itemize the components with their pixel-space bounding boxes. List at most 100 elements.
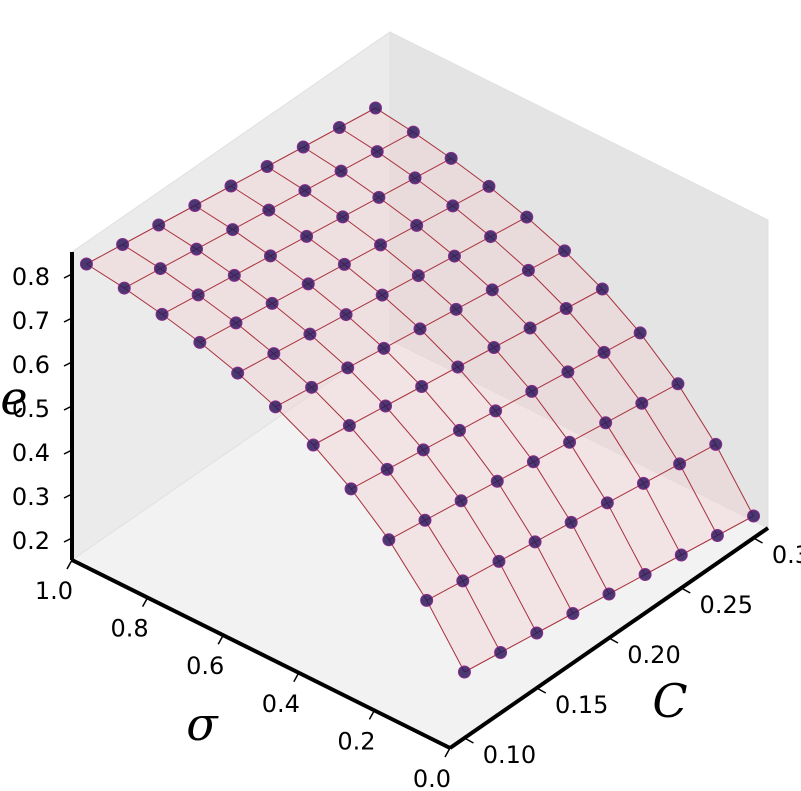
surface-cell bbox=[342, 197, 417, 245]
scatter-point bbox=[447, 249, 461, 263]
scatter-point bbox=[595, 282, 609, 296]
scatter-point bbox=[489, 404, 503, 418]
scatter-point bbox=[530, 626, 544, 640]
scatter-point bbox=[188, 199, 202, 212]
surface-cell bbox=[459, 410, 534, 482]
y-tick bbox=[66, 559, 73, 570]
scatter-point bbox=[369, 101, 383, 115]
surface-cell bbox=[234, 255, 309, 304]
y-tick-label: 0.2 bbox=[337, 727, 375, 755]
surface-cell bbox=[86, 244, 161, 289]
surface-cell bbox=[566, 289, 641, 353]
scatter-point bbox=[193, 335, 207, 349]
scatter-point bbox=[456, 574, 470, 588]
scatter-point bbox=[709, 437, 723, 451]
surface-cell bbox=[423, 430, 498, 501]
scatter-point bbox=[382, 533, 396, 547]
surface-cell bbox=[641, 383, 716, 464]
surface-cell bbox=[382, 275, 457, 329]
z-tick bbox=[63, 537, 73, 543]
surface-cell bbox=[380, 225, 455, 276]
scatter-point bbox=[523, 321, 537, 335]
surface-cell bbox=[122, 225, 197, 269]
x-tick bbox=[680, 587, 691, 594]
surface-cell bbox=[461, 481, 536, 562]
surface-cell bbox=[347, 348, 422, 406]
surface-cell bbox=[306, 216, 381, 265]
z-tick-label: 0.5 bbox=[12, 395, 50, 423]
surface-cell bbox=[267, 147, 342, 191]
scatter-point bbox=[370, 145, 384, 159]
scatter-point bbox=[415, 380, 429, 393]
surface-cell bbox=[344, 244, 419, 296]
scatter-point bbox=[710, 529, 724, 542]
surface-cell bbox=[275, 387, 350, 445]
surface-cell bbox=[124, 268, 199, 315]
surface-cell bbox=[607, 483, 682, 575]
scatter-point bbox=[379, 399, 393, 413]
scatter-point bbox=[528, 535, 542, 549]
scatter-point bbox=[79, 257, 93, 271]
z-tick bbox=[63, 317, 73, 323]
scatter-point bbox=[374, 238, 388, 252]
surface-cell bbox=[378, 177, 453, 226]
surface-cell bbox=[158, 205, 233, 250]
scatter-point bbox=[408, 171, 422, 185]
surface-cell bbox=[604, 332, 678, 404]
scatter-point bbox=[226, 223, 240, 237]
scatter-point bbox=[336, 210, 350, 224]
y-tick-label: 1.0 bbox=[35, 577, 73, 605]
surface-cell bbox=[311, 367, 386, 426]
surface-cell bbox=[492, 270, 567, 328]
scatter-point bbox=[454, 494, 468, 508]
surface-cell bbox=[528, 250, 603, 309]
surface-cell bbox=[231, 166, 305, 211]
x-tick-label: 0.20 bbox=[627, 641, 680, 669]
scatter-point bbox=[484, 230, 498, 244]
scatter-point bbox=[375, 288, 389, 302]
scatter-point bbox=[334, 164, 348, 178]
z-tick bbox=[63, 449, 73, 455]
scatter-point bbox=[485, 283, 499, 297]
y-tick bbox=[141, 597, 149, 607]
scatter-point bbox=[559, 302, 573, 315]
y-tick-label: 0.0 bbox=[413, 765, 451, 791]
scatter-point bbox=[153, 262, 167, 276]
scatter-point bbox=[191, 288, 205, 302]
scatter-point bbox=[444, 151, 458, 165]
surface-cell bbox=[388, 520, 463, 601]
surface-cell bbox=[199, 322, 274, 374]
surface-cell bbox=[495, 391, 570, 462]
y-tick bbox=[368, 710, 376, 720]
y-axis-label: σ bbox=[186, 697, 219, 751]
scatter-point bbox=[449, 302, 463, 316]
scatter-point bbox=[342, 419, 356, 432]
scatter-point bbox=[377, 341, 391, 355]
surface-cell bbox=[456, 289, 531, 348]
surface-cell bbox=[236, 303, 310, 354]
scatter-point bbox=[268, 400, 282, 414]
y-tick bbox=[217, 634, 224, 645]
surface-cell bbox=[339, 108, 414, 152]
z-tick-label: 0.6 bbox=[12, 351, 50, 379]
y-tick-label: 0.4 bbox=[262, 690, 300, 718]
scatter-point bbox=[638, 568, 652, 581]
scatter-point bbox=[306, 438, 320, 452]
surface-cell bbox=[421, 367, 496, 431]
surface-cell bbox=[454, 236, 529, 290]
scatter-point bbox=[296, 140, 310, 154]
scatter-point bbox=[452, 423, 466, 437]
scatter-point bbox=[525, 384, 539, 398]
scatter-point bbox=[416, 443, 430, 457]
scatter-point bbox=[298, 184, 312, 198]
scatter-point bbox=[337, 257, 351, 271]
surface-cell bbox=[304, 171, 379, 217]
scatter-point bbox=[341, 361, 355, 375]
scatter-point bbox=[747, 509, 761, 523]
surface-cell bbox=[349, 406, 424, 470]
scatter-point bbox=[520, 210, 534, 224]
surface-cell bbox=[415, 158, 489, 206]
surface-cell bbox=[232, 210, 307, 256]
surface-cell bbox=[457, 347, 532, 411]
